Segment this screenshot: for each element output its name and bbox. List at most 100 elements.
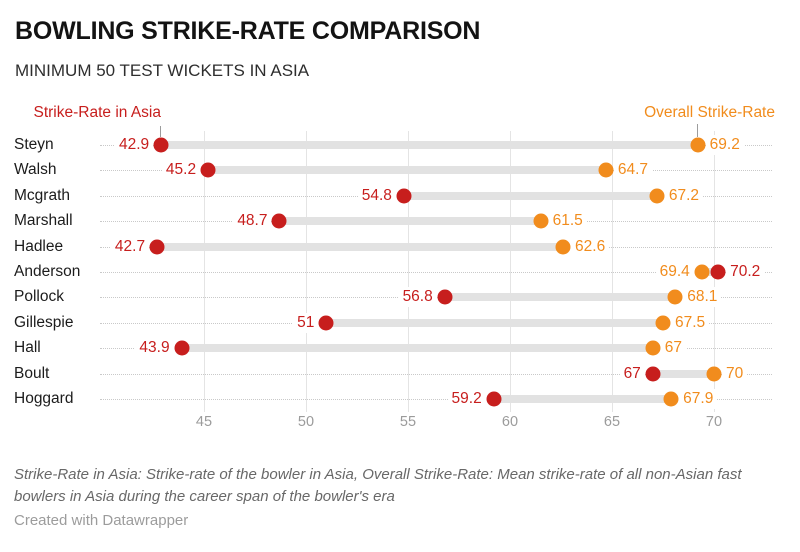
asia-value-label: 42.9 (115, 135, 154, 155)
chart-subtitle: MINIMUM 50 TEST WICKETS IN ASIA (15, 61, 310, 80)
row-hadlee: Hadlee 42.7 62.6 (0, 234, 800, 260)
range-bar (493, 395, 672, 403)
player-label: Hall (14, 339, 41, 357)
overall-value-label: 69.4 (655, 262, 694, 282)
row-mcgrath: Mcgrath 54.8 67.2 (0, 183, 800, 209)
player-label: Gillespie (14, 313, 74, 331)
range-bar (403, 191, 657, 200)
asia-dot (200, 162, 216, 178)
overall-value-label: 61.5 (548, 211, 587, 232)
overall-dot (655, 315, 671, 331)
range-bar (157, 242, 564, 251)
row-walsh: Walsh 45.2 64.7 (0, 157, 800, 183)
footnote: Strike-Rate in Asia: Strike-rate of the … (14, 466, 742, 506)
overall-dot (645, 340, 661, 356)
asia-value-label: 43.9 (135, 338, 174, 359)
asia-value-label: 59.2 (447, 389, 486, 409)
range-bar (652, 369, 714, 378)
overall-value-label: 69.2 (705, 135, 744, 155)
player-label: Pollock (14, 288, 64, 306)
dotted-guide (100, 373, 772, 375)
asia-dot (174, 340, 190, 356)
asia-dot (486, 391, 502, 407)
overall-dot (663, 391, 679, 407)
overall-dot (690, 137, 706, 153)
dotted-guide (100, 272, 772, 273)
row-anderson: Anderson 70.2 69.4 (0, 259, 800, 285)
asia-value-label: 70.2 (726, 262, 765, 282)
x-tick-45: 45 (195, 414, 213, 430)
range-bar (208, 166, 606, 175)
asia-value-label: 42.7 (110, 236, 150, 257)
dotted-guide (100, 399, 772, 400)
datawrapper-credit: Created with Datawrapper (14, 512, 189, 529)
range-bar (161, 141, 698, 149)
x-tick-55: 55 (399, 414, 417, 430)
overall-value-label: 67.9 (679, 389, 718, 409)
player-label: Steyn (14, 136, 54, 153)
row-steyn: Steyn 42.9 69.2 (0, 132, 800, 158)
overall-value-label: 62.6 (571, 236, 610, 257)
asia-dot (149, 239, 165, 255)
player-label: Hadlee (14, 237, 64, 255)
row-boult: Boult 67 70 (0, 361, 800, 387)
asia-dot (153, 137, 169, 153)
overall-value-label: 67.5 (671, 312, 710, 333)
row-hoggard: Hoggard 59.2 67.9 (0, 386, 800, 412)
asia-dot (271, 213, 287, 229)
player-label: Mcgrath (14, 186, 70, 204)
asia-dot (710, 264, 726, 280)
legend-asia-label: Strike-Rate in Asia (33, 104, 162, 121)
gridline-45 (203, 131, 205, 412)
range-bar (326, 318, 663, 327)
overall-dot (649, 188, 665, 204)
x-tick-65: 65 (603, 414, 621, 430)
asia-value-label: 51 (293, 312, 319, 333)
asia-value-label: 45.2 (161, 160, 201, 181)
overall-value-label: 68.1 (683, 287, 722, 308)
row-marshall: Marshall 48.7 61.5 (0, 208, 800, 234)
x-tick-50: 50 (297, 414, 315, 430)
range-bar (701, 268, 719, 276)
overall-value-label: 67.2 (664, 185, 704, 206)
overall-dot (667, 289, 683, 305)
overall-dot (533, 213, 549, 229)
asia-value-label: 54.8 (357, 185, 396, 206)
player-label: Walsh (14, 161, 57, 179)
asia-dot (645, 366, 661, 382)
range-bar (181, 344, 653, 353)
chart-title: BOWLING STRIKE-RATE COMPARISON (15, 17, 481, 45)
row-hall: Hall 43.9 67 (0, 335, 800, 361)
overall-value-label: 64.7 (613, 160, 653, 181)
overall-dot (706, 366, 722, 382)
range-bar (279, 217, 541, 226)
row-pollock: Pollock 56.8 68.1 (0, 284, 800, 310)
asia-value-label: 48.7 (233, 211, 272, 232)
row-gillespie: Gillespie 51 67.5 (0, 310, 800, 336)
player-label: Hoggard (14, 390, 74, 407)
gridline-50 (305, 131, 307, 412)
overall-value-label: 67 (660, 338, 687, 359)
x-tick-70: 70 (705, 414, 723, 430)
overall-dot (694, 264, 710, 280)
overall-dot (598, 162, 614, 178)
overall-value-label: 70 (722, 363, 748, 384)
asia-dot (318, 315, 334, 331)
asia-value-label: 67 (619, 363, 645, 384)
asia-dot (396, 188, 412, 204)
gridline-60 (509, 131, 511, 412)
overall-dot (555, 239, 571, 255)
range-bar (444, 293, 676, 302)
legend-asia-leader-line (160, 126, 161, 137)
asia-value-label: 56.8 (398, 287, 437, 308)
player-label: Marshall (14, 212, 73, 230)
player-label: Boult (14, 364, 50, 382)
gridline-55 (407, 131, 409, 412)
legend-overall-label: Overall Strike-Rate (644, 104, 775, 121)
asia-dot (437, 289, 453, 305)
legend-overall-leader-line (697, 124, 698, 137)
x-tick-60: 60 (501, 414, 519, 430)
player-label: Anderson (14, 263, 81, 280)
gridline-65 (611, 131, 613, 412)
